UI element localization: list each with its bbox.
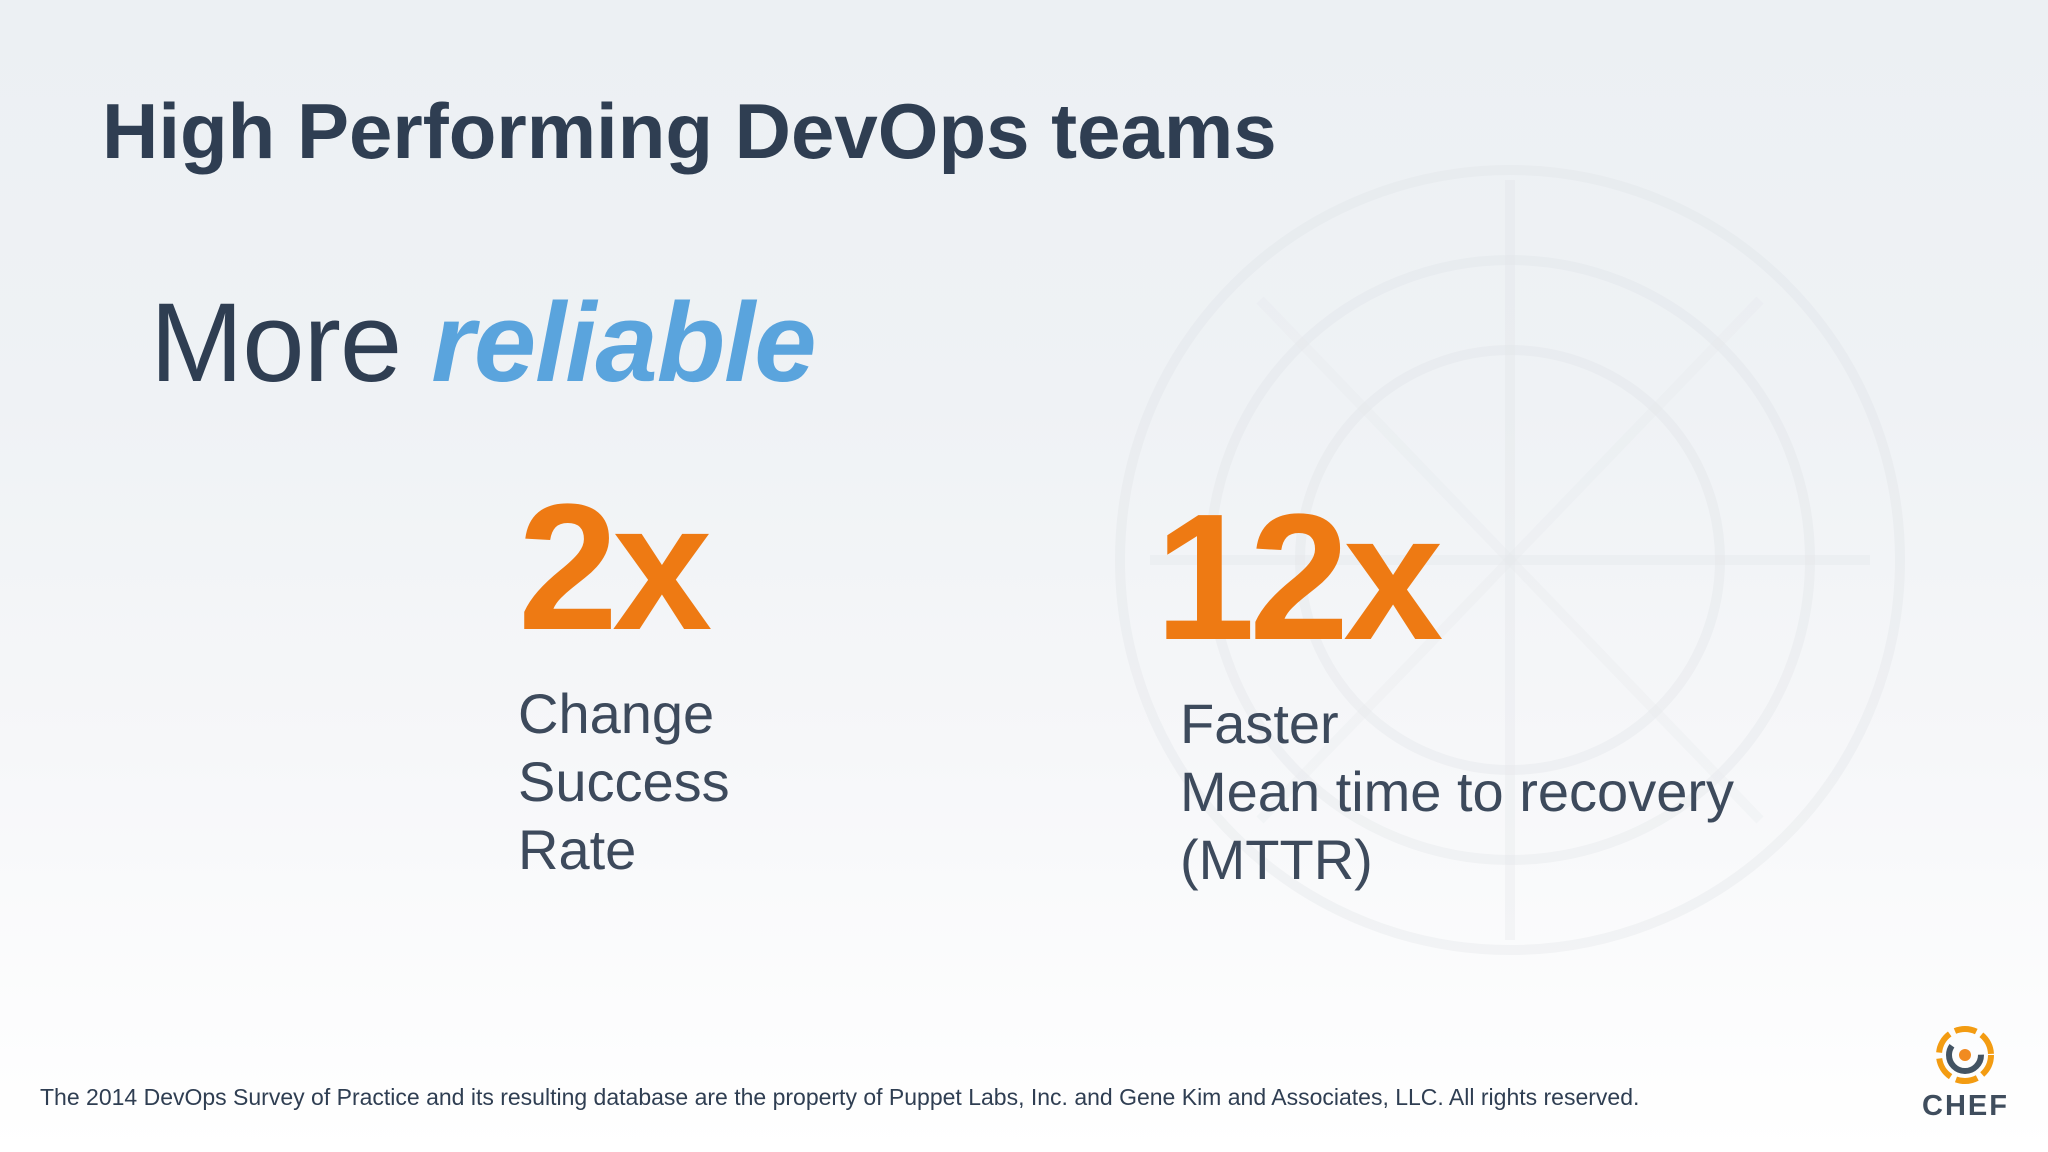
slide-subtitle: More reliable bbox=[150, 278, 817, 407]
slide-title: High Performing DevOps teams bbox=[102, 87, 1277, 175]
chef-logo-text: CHEF bbox=[1922, 1090, 2009, 1122]
stat-label-line: Faster bbox=[1180, 692, 1339, 755]
stat-value: 2x bbox=[518, 467, 712, 668]
footnote: The 2014 DevOps Survey of Practice and i… bbox=[40, 1084, 1640, 1110]
stat-label: Change Success Rate bbox=[518, 680, 730, 884]
stat-label-line: Change bbox=[518, 682, 715, 745]
stat-mttr: 12x Faster Mean time to recovery (MTTR) bbox=[1155, 488, 1734, 894]
stat-label-line: Rate bbox=[518, 818, 637, 881]
subtitle-accent: reliable bbox=[431, 280, 816, 405]
chef-logo-icon bbox=[1936, 1026, 1994, 1084]
stat-label-line: Success bbox=[518, 750, 730, 813]
stat-value: 12x bbox=[1155, 477, 1443, 678]
stat-label-line: Mean time to recovery bbox=[1180, 760, 1734, 823]
stat-label: Faster Mean time to recovery (MTTR) bbox=[1180, 690, 1734, 894]
chef-logo: CHEF bbox=[1910, 1016, 2020, 1126]
stat-change-success: 2x Change Success Rate bbox=[518, 478, 730, 884]
subtitle-plain: More bbox=[150, 280, 402, 405]
stat-label-line: (MTTR) bbox=[1180, 828, 1373, 891]
watermark-graphic bbox=[1115, 165, 1905, 955]
